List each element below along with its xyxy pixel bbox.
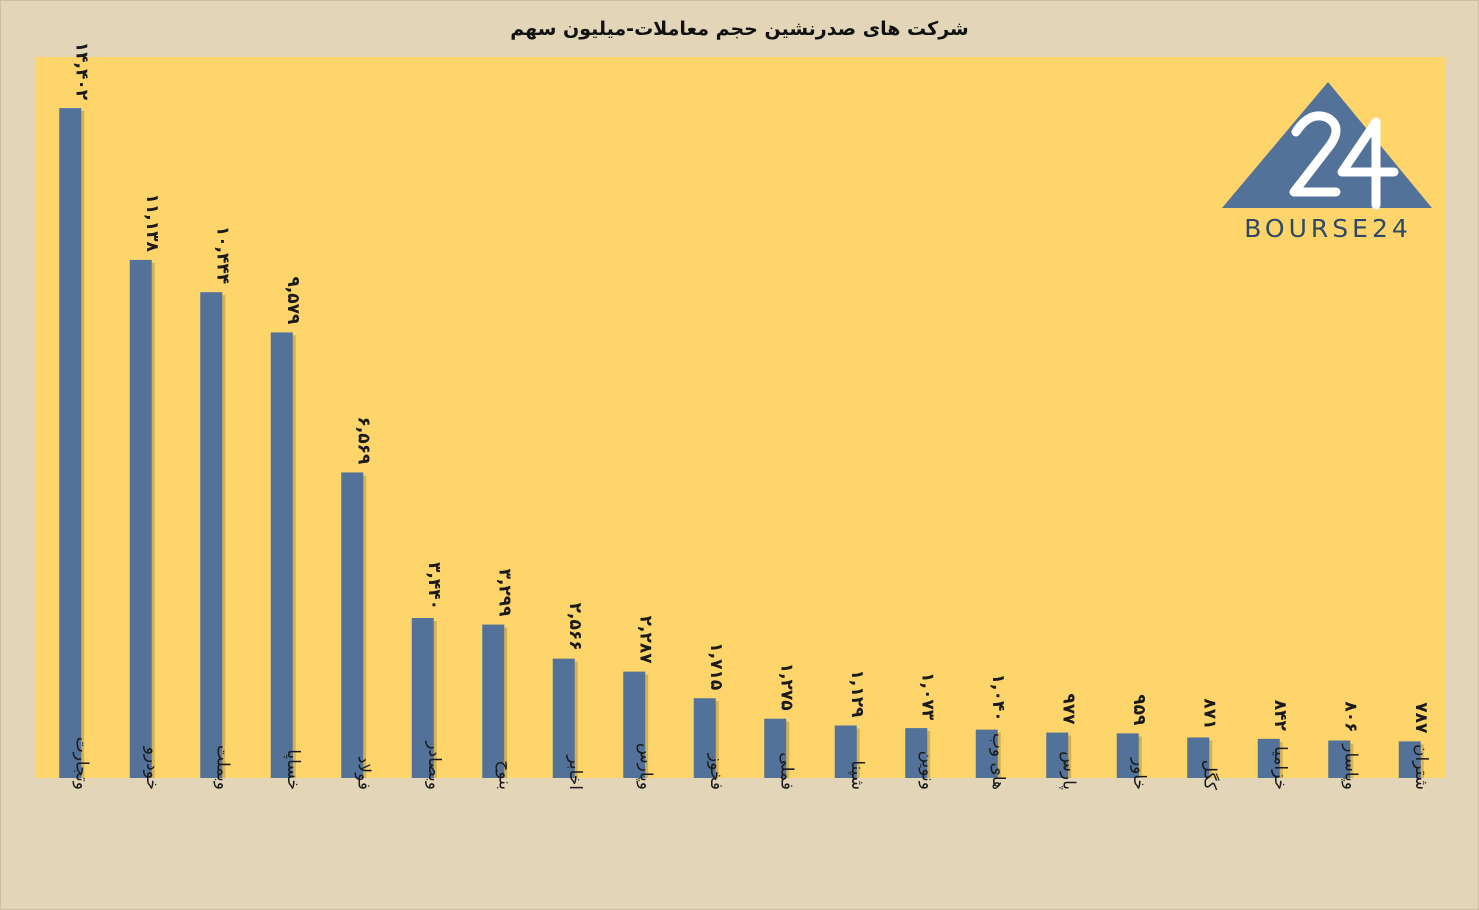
data-label: ۹۷۷ [1058, 693, 1078, 725]
data-label: ۱,۱۲۹ [847, 670, 867, 719]
bar [341, 472, 364, 778]
category-label: کگل [1199, 760, 1220, 791]
category-label: وبملت [212, 745, 232, 790]
bar [129, 259, 152, 779]
data-label: ۹,۵۷۹ [283, 276, 303, 325]
category-label: خزامیا [1270, 746, 1290, 790]
category-label: وپاسار [1340, 743, 1360, 790]
data-label: ۱,۲۷۵ [776, 663, 796, 711]
bourse24-logo [1222, 82, 1432, 210]
category-label: خساپا [283, 749, 303, 790]
data-label: ۸۴۲ [1270, 700, 1290, 732]
bar [1328, 740, 1351, 778]
data-label: ۲,۲۸۷ [635, 616, 655, 665]
bar [552, 658, 575, 778]
data-label: ۱۴,۴۰۲ [71, 42, 91, 101]
data-label: ۷۸۷ [1411, 702, 1431, 734]
bar [270, 332, 293, 778]
plot-area [35, 57, 1445, 778]
category-label: شپنا [847, 760, 867, 790]
category-label: خاور [1129, 757, 1149, 790]
category-label: فخوز [706, 753, 726, 790]
data-label: ۹۵۹ [1129, 694, 1149, 726]
category-label: ونوین [917, 751, 937, 790]
bar [1046, 732, 1069, 778]
bar [482, 624, 505, 778]
data-label: ۳,۴۴۰ [424, 562, 444, 610]
bar [200, 292, 223, 778]
bar [1187, 737, 1210, 778]
category-label: فملی [776, 752, 796, 790]
category-label: وتجارت [71, 737, 91, 790]
bar [411, 617, 434, 778]
bar [1257, 738, 1280, 778]
data-label: ۱,۰۷۳ [917, 672, 937, 721]
category-label: های وب [988, 733, 1008, 790]
category-label: وبصادر [424, 740, 444, 790]
data-label: ۱,۰۴۰ [988, 674, 1008, 722]
bar [1116, 733, 1139, 778]
category-label: پارس [1058, 751, 1078, 790]
bar [59, 108, 82, 778]
data-label: ۸۰۶ [1340, 701, 1360, 732]
category-label: بنوح [494, 760, 514, 790]
data-label: ۲,۵۶۶ [565, 603, 585, 651]
data-label: ۱۰,۴۴۴ [212, 226, 232, 284]
data-label: ۶,۵۶۹ [353, 416, 373, 465]
category-label: شتران [1411, 744, 1431, 790]
data-label: ۳,۲۹۹ [494, 569, 514, 618]
logo-text: BOURSE24 [1244, 214, 1412, 243]
data-label: ۸۷۱ [1199, 698, 1219, 729]
category-label: خودرو [142, 746, 162, 790]
data-label: ۱,۷۱۵ [706, 642, 726, 690]
category-label: فولاد [353, 756, 373, 790]
bar [1398, 741, 1421, 778]
bar [764, 718, 787, 778]
bar [834, 725, 857, 778]
chart-title: شرکت های صدرنشین حجم معاملات-میلیون سهم [510, 18, 969, 40]
bar [905, 728, 928, 778]
bar [693, 698, 716, 778]
bar [623, 671, 646, 778]
bar [975, 729, 998, 778]
category-label: وپارس [635, 743, 655, 790]
data-label: ۱۱,۱۳۸ [142, 194, 162, 253]
category-label: اخابر [565, 754, 585, 790]
